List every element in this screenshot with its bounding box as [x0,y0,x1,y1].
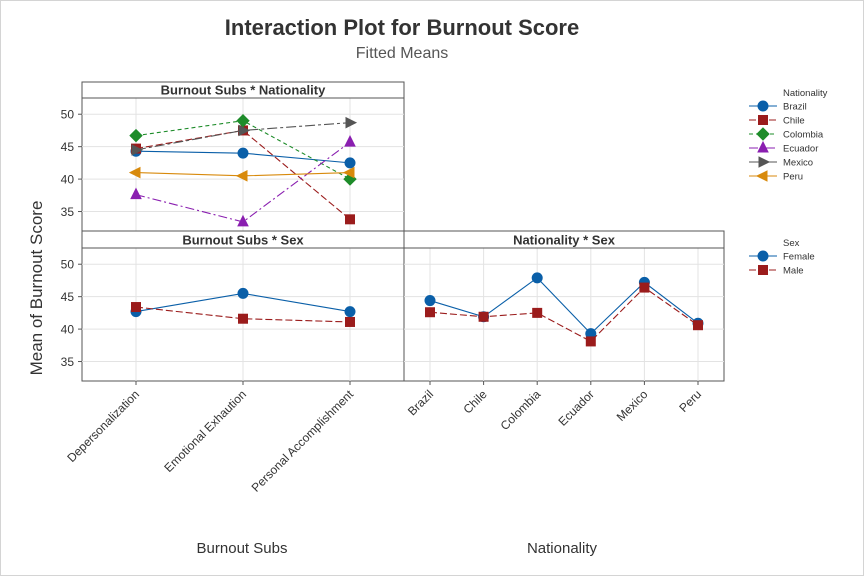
legend-title: Sex [783,238,800,249]
series-line [429,286,699,343]
data-point [342,166,355,179]
data-point [128,166,141,179]
data-point [130,187,142,200]
chart-title: Interaction Plot for Burnout Score [225,15,579,40]
data-point [424,295,436,307]
x-tick-label: Mexico [614,387,651,424]
series-peru [128,166,355,182]
data-point [235,170,248,182]
series-line [429,277,699,335]
legend-marker [757,250,769,262]
data-point [532,307,543,318]
series-line [135,129,351,220]
legend-marker [757,140,769,153]
chart-subtitle: Fitted Means [356,45,448,62]
data-point [129,128,143,143]
data-point [344,134,356,147]
legend-marker [758,115,768,125]
legend-label: Colombia [783,130,824,141]
data-point [531,272,543,284]
data-point [237,214,249,227]
panel-subs-nationality: Burnout Subs * Nationality 35 40 45 50 [61,81,405,232]
legend-item-peru: Peru [749,170,803,183]
data-point [236,114,250,128]
panel-title: Nationality * Sex [513,233,616,248]
data-point [237,147,249,159]
y-tick-label: 40 [61,323,75,337]
legend-item-female: Female [749,250,815,263]
data-point [425,307,435,318]
series-male [425,282,703,347]
legend-marker [755,170,768,182]
data-point [693,320,703,331]
x-tick-label: Personal Accomplishment [249,387,357,495]
data-point [131,302,141,313]
legend-label: Chile [783,116,805,127]
series-line [135,306,351,323]
legend-label: Brazil [783,102,807,113]
y-tick-label: 35 [61,355,75,369]
legend-label: Male [783,266,804,277]
data-point [478,311,489,322]
series-mexico [131,116,358,156]
x-tick-label: Peru [676,387,704,415]
data-point [345,214,355,225]
legend-sex: Sex Female Male [749,238,815,277]
panel-title: Burnout Subs * Sex [182,233,304,248]
panel-nationality-sex: Nationality * Sex Brazil Chile Colombia Ecua… [403,230,725,433]
legend-marker [756,127,770,141]
x-tick-label: Emotional Exhaution [161,387,249,475]
x-axis-label-burnout-subs: Burnout Subs [197,540,288,557]
legend-item-brazil: Brazil [749,100,807,113]
y-tick-label: 50 [61,258,75,272]
data-point [131,144,144,156]
panel-subs-sex: Burnout Subs * Sex 35 40 45 50 Depersonalizat… [61,230,405,495]
data-point [237,287,249,299]
y-tick-label: 45 [61,290,75,304]
data-point [345,116,358,129]
y-tick-label: 50 [61,108,75,122]
y-tick-label: 45 [61,140,75,154]
legend-marker [757,100,769,112]
data-point [585,336,596,347]
panel-title-strip [81,81,405,99]
series-ecuador [130,134,356,227]
legend-item-mexico: Mexico [749,156,813,169]
data-point [344,306,356,318]
series-male [131,302,355,327]
x-axis-label-nationality: Nationality [527,540,598,557]
legend-item-colombia: Colombia [749,127,824,141]
legend-item-chile: Chile [749,115,805,127]
panel-title: Burnout Subs * Nationality [161,83,326,98]
data-point [639,282,650,293]
data-point [344,157,356,169]
legend-nationality: Nationality Brazil Chile Colombia Ecuador Mex… [749,88,828,183]
x-tick-label: Colombia [498,387,544,433]
x-tick-label: Depersonalization [64,387,142,465]
panel-title-strip [403,230,725,249]
legend-label: Ecuador [783,144,818,155]
legend-marker [758,265,768,275]
y-tick-label: 35 [61,205,75,219]
legend-label: Mexico [783,158,813,169]
x-tick-label: Ecuador [555,387,597,429]
data-point [345,316,355,327]
x-tick-label: Chile [460,387,489,416]
legend-label: Peru [783,172,803,183]
legend-title: Nationality [783,88,828,99]
data-point [238,313,248,324]
legend-item-male: Male [749,265,804,277]
x-tick-label: Brazil [405,387,436,418]
data-point [238,124,251,137]
series-female [130,287,356,318]
legend-label: Female [783,252,815,263]
legend-marker [758,156,771,168]
y-tick-label: 40 [61,173,75,187]
legend-item-ecuador: Ecuador [749,140,818,155]
y-axis-label: Mean of Burnout Score [27,201,46,376]
